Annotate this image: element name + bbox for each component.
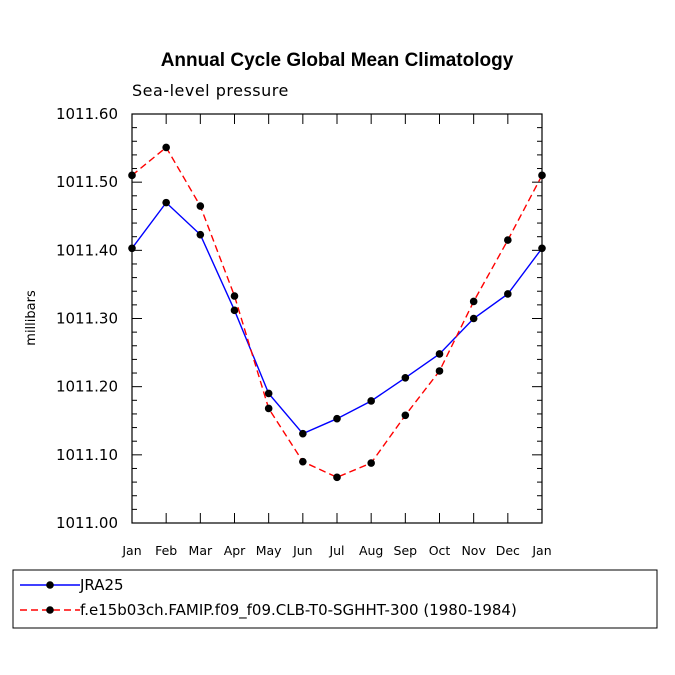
x-tick-label: Apr [224, 543, 246, 558]
y-tick-label: 1011.00 [56, 514, 118, 532]
y-tick-labels: 1011.00 1011.10 1011.20 1011.30 1011.40 1011.… [56, 105, 118, 532]
data-point [504, 290, 512, 298]
legend-item: f.e15b03ch.FAMIP.f09_f09.CLB-T0-SGHHT-30… [20, 601, 517, 620]
x-tick-label: Sep [394, 543, 418, 558]
data-point [333, 414, 341, 423]
y-tick-label: 1011.10 [56, 446, 118, 464]
axes-ticks [131, 113, 543, 524]
x-tick-label: Aug [359, 543, 383, 558]
y-tick-label: 1011.40 [56, 241, 118, 259]
legend-marker [46, 606, 54, 614]
series-1 [128, 198, 546, 438]
data-point [401, 374, 410, 382]
data-point [435, 350, 444, 358]
x-tick-label: Feb [155, 543, 177, 558]
y-tick-label: 1011.20 [56, 378, 118, 396]
chart-title: Annual Cycle Global Mean Climatology [161, 50, 514, 71]
data-point [230, 306, 239, 315]
x-tick-label: Oct [429, 543, 451, 558]
data-point [469, 297, 478, 306]
data-point [299, 429, 307, 438]
series-2 [128, 143, 546, 482]
series-line [131, 146, 543, 479]
chart-subtitle: Sea-level pressure [132, 81, 289, 100]
x-tick-label: Nov [461, 543, 486, 558]
y-axis-label: millibars [24, 290, 39, 346]
data-point [162, 143, 170, 152]
data-point [504, 236, 512, 244]
x-tick-label: Jan [121, 543, 141, 558]
data-point [367, 397, 375, 405]
legend-box [12, 569, 658, 629]
x-tick-label: Mar [189, 543, 213, 558]
y-tick-label: 1011.60 [56, 105, 118, 123]
series-line [131, 201, 543, 435]
y-tick-label: 1011.50 [56, 173, 118, 191]
legend-label: JRA25 [79, 576, 124, 594]
data-point [299, 457, 307, 466]
x-tick-labels: Jan Feb Mar Apr May Jun Jul Aug Sep Oct Nov Dec Jan [121, 543, 551, 558]
data-point [367, 459, 375, 467]
legend-label: f.e15b03ch.FAMIP.f09_f09.CLB-T0-SGHHT-30… [80, 601, 517, 620]
data-point [162, 198, 170, 207]
x-tick-label: Jun [292, 543, 313, 558]
x-tick-label: Dec [496, 543, 520, 558]
legend-marker [46, 581, 54, 589]
x-tick-label: Jan [531, 543, 551, 558]
data-point [264, 389, 273, 398]
data-point [230, 292, 239, 300]
legend-item: JRA25 [20, 576, 124, 594]
data-point [333, 473, 341, 482]
data-point [196, 202, 205, 210]
plot-frame [131, 113, 543, 524]
data-point [469, 314, 478, 323]
data-point [196, 230, 205, 239]
series-lines [128, 143, 546, 482]
x-tick-label: Jul [328, 543, 344, 558]
data-point [264, 404, 273, 413]
data-point [435, 367, 444, 375]
legend: JRA25 f.e15b03ch.FAMIP.f09_f09.CLB-T0-SGH… [12, 569, 658, 629]
y-tick-label: 1011.30 [56, 310, 118, 328]
data-point [401, 411, 410, 420]
x-tick-label: May [256, 543, 282, 558]
